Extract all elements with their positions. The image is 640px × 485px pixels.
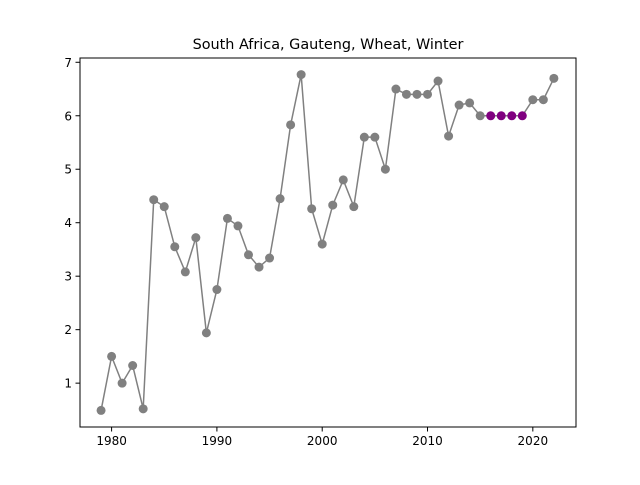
data-point: [349, 202, 359, 212]
data-point: [317, 239, 327, 249]
plot-frame: [79, 57, 577, 428]
data-point: [212, 285, 222, 295]
series-line: [100, 74, 555, 411]
data-point: [528, 95, 538, 105]
data-point: [538, 95, 548, 105]
data-point: [307, 204, 317, 214]
data-point: [222, 213, 232, 223]
data-point: [359, 132, 369, 142]
data-point: [201, 328, 211, 338]
data-point: [444, 131, 454, 141]
highlighted-data-point: [517, 111, 527, 121]
data-point: [265, 253, 275, 263]
data-point: [549, 73, 559, 83]
x-tick-label: 2010: [412, 434, 443, 448]
highlighted-data-point: [496, 111, 506, 121]
data-point: [149, 195, 159, 205]
data-point: [286, 120, 296, 130]
x-tick-label: 2020: [518, 434, 549, 448]
data-point: [328, 200, 338, 210]
data-point: [380, 164, 390, 174]
data-point: [338, 175, 348, 185]
data-point: [296, 70, 306, 80]
y-tick-label: 7: [64, 56, 72, 70]
data-point: [96, 405, 106, 415]
data-point: [159, 202, 169, 212]
x-tick-label: 1980: [96, 434, 127, 448]
data-point: [423, 89, 433, 99]
data-point: [391, 84, 401, 94]
highlighted-data-point: [486, 111, 496, 121]
y-tick-label: 4: [64, 216, 72, 230]
axis-ticks: 1980 1990 2000 2010 2020 1 2 3 4 5 6 7: [64, 56, 548, 448]
y-tick-label: 3: [64, 270, 72, 284]
data-point: [465, 98, 475, 108]
data-series: [96, 70, 559, 415]
x-tick-label: 2000: [307, 434, 338, 448]
data-point: [412, 89, 422, 99]
data-point: [370, 132, 380, 142]
y-tick-label: 1: [64, 377, 72, 391]
data-point: [191, 233, 201, 243]
data-point: [433, 76, 443, 86]
data-point: [138, 404, 148, 414]
chart-title: South Africa, Gauteng, Wheat, Winter: [193, 37, 464, 53]
data-point: [254, 262, 264, 272]
data-point: [180, 267, 190, 277]
data-point: [401, 89, 411, 99]
data-point: [275, 194, 285, 204]
x-tick-label: 1990: [202, 434, 233, 448]
highlighted-data-point: [507, 111, 517, 121]
data-point: [243, 250, 253, 260]
data-point: [475, 111, 485, 121]
data-point: [170, 242, 180, 252]
data-point: [107, 351, 117, 361]
data-point: [454, 100, 464, 110]
y-tick-label: 5: [64, 163, 72, 177]
data-point: [128, 361, 138, 370]
data-point: [233, 221, 243, 231]
y-tick-label: 2: [64, 323, 72, 337]
data-point: [117, 378, 127, 388]
y-tick-label: 6: [64, 109, 72, 123]
